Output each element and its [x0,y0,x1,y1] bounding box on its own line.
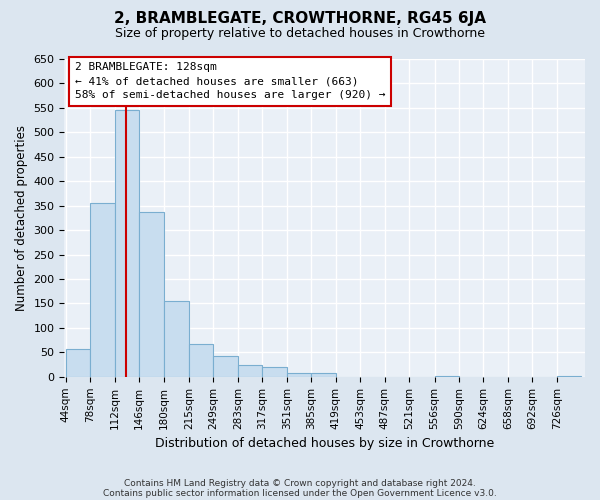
Y-axis label: Number of detached properties: Number of detached properties [15,125,28,311]
Bar [139,212,164,377]
Bar [214,356,238,377]
Text: Contains HM Land Registry data © Crown copyright and database right 2024.: Contains HM Land Registry data © Crown c… [124,478,476,488]
Text: 2, BRAMBLEGATE, CROWTHORNE, RG45 6JA: 2, BRAMBLEGATE, CROWTHORNE, RG45 6JA [114,11,486,26]
Bar [238,364,262,377]
Bar [189,344,214,377]
Bar [287,373,311,377]
X-axis label: Distribution of detached houses by size in Crowthorne: Distribution of detached houses by size … [155,437,494,450]
Bar [164,301,189,377]
Text: Contains public sector information licensed under the Open Government Licence v3: Contains public sector information licen… [103,488,497,498]
Bar [91,203,115,377]
Text: Size of property relative to detached houses in Crowthorne: Size of property relative to detached ho… [115,28,485,40]
Bar [262,367,287,377]
Bar [115,110,139,377]
Bar [557,376,581,377]
Bar [434,376,459,377]
Bar [311,373,336,377]
Bar [66,349,91,377]
Text: 2 BRAMBLEGATE: 128sqm
← 41% of detached houses are smaller (663)
58% of semi-det: 2 BRAMBLEGATE: 128sqm ← 41% of detached … [75,62,385,100]
